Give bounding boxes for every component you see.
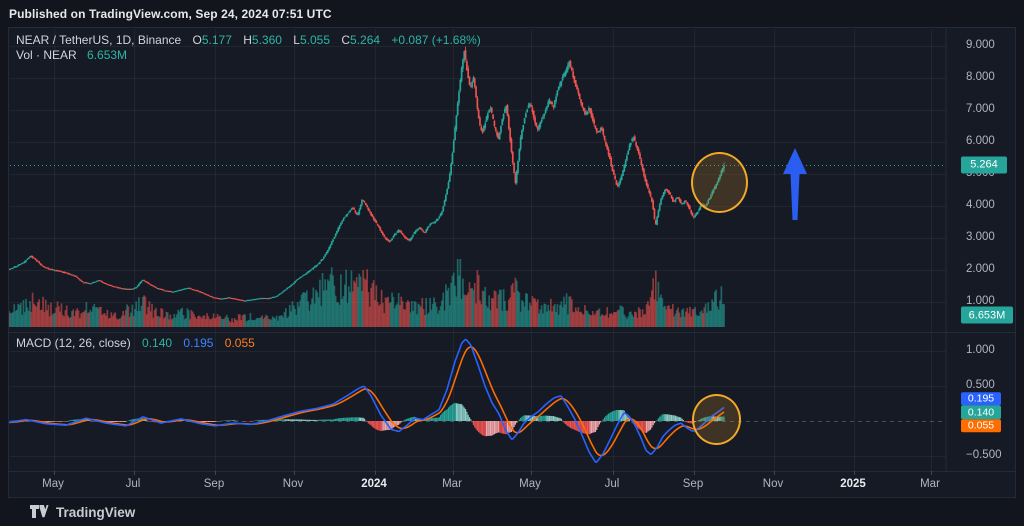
ohlc-close-label: C [341, 33, 351, 47]
highlight-circle-price[interactable] [691, 152, 748, 213]
footer-bar: TradingView [0, 498, 1024, 526]
price-chart-canvas[interactable] [9, 28, 1017, 499]
macd-axis-badge: 0.140 [961, 405, 1001, 419]
volume-legend: Vol · NEAR 6.653M [16, 48, 127, 62]
time-axis-label: Nov [282, 478, 304, 490]
macd-legend-label[interactable]: MACD (12, 26, close) [16, 336, 131, 350]
price-axis-label: 4.000 [966, 199, 995, 211]
volume-legend-value: 6.653M [87, 48, 128, 62]
time-axis-label: Mar [442, 478, 462, 490]
volume-legend-label[interactable]: Vol · NEAR [16, 48, 77, 62]
price-axis-label: 6.000 [966, 135, 995, 147]
time-axis-label: Jul [125, 478, 141, 490]
time-axis-label: 2025 [840, 478, 866, 490]
published-bar-text: Published on TradingView.com, Sep 24, 20… [9, 6, 332, 21]
chart-panel [8, 27, 1017, 499]
price-axis-label: 2.000 [966, 263, 995, 275]
time-axis-label: May [519, 478, 541, 490]
ohlc-close-value: 5.264 [350, 33, 381, 47]
macd-axis-badge: 0.195 [961, 391, 1001, 406]
tradingview-logo-icon[interactable] [30, 504, 49, 520]
symbol-title[interactable]: NEAR / TetherUS, 1D, Binance [16, 33, 182, 47]
up-arrow-annotation[interactable] [778, 148, 812, 228]
time-axis-label: 2024 [361, 478, 387, 490]
ohlc-high-label: H [243, 33, 252, 47]
price-axis-label: 8.000 [966, 71, 995, 83]
time-axis-label: Mar [920, 478, 940, 490]
macd-axis-badge: 0.055 [961, 418, 1001, 433]
ohlc-open-label: O [192, 33, 202, 47]
ohlc-open-value: 5.177 [201, 33, 232, 47]
macd-axis-label: −0.500 [966, 449, 1002, 461]
macd-line-value: 0.195 [183, 336, 214, 350]
macd-axis-label: 1.000 [966, 344, 995, 356]
time-axis-label: Sep [203, 478, 225, 490]
time-axis-label: Nov [762, 478, 784, 490]
highlight-circle-macd[interactable] [692, 394, 741, 445]
time-axis-label: May [42, 478, 64, 490]
volume-badge: 6.653M [961, 306, 1013, 324]
price-axis-label: 1.000 [966, 295, 995, 307]
macd-axis-label: 0.500 [966, 379, 995, 391]
symbol-legend: NEAR / TetherUS, 1D, Binance O5.177 H5.3… [16, 33, 481, 47]
ohlc-low-label: L [293, 33, 300, 47]
price-axis-label: 9.000 [966, 39, 995, 51]
ohlc-low-value: 5.055 [299, 33, 331, 47]
time-axis-label: Jul [604, 478, 620, 490]
macd-hist-value: 0.140 [142, 336, 173, 350]
published-bar: Published on TradingView.com, Sep 24, 20… [0, 0, 1024, 27]
tradingview-brand-text[interactable]: TradingView [56, 504, 136, 520]
last-price-badge: 5.264 [961, 156, 1007, 173]
macd-legend: MACD (12, 26, close) 0.140 0.195 0.055 [16, 336, 255, 350]
change-value: +0.087 (+1.68%) [391, 33, 481, 47]
price-axis-label: 3.000 [966, 231, 995, 243]
price-axis-label: 7.000 [966, 103, 995, 115]
macd-signal-value: 0.055 [224, 336, 255, 350]
ohlc-high-value: 5.360 [251, 33, 282, 47]
time-axis-label: Sep [682, 478, 704, 490]
